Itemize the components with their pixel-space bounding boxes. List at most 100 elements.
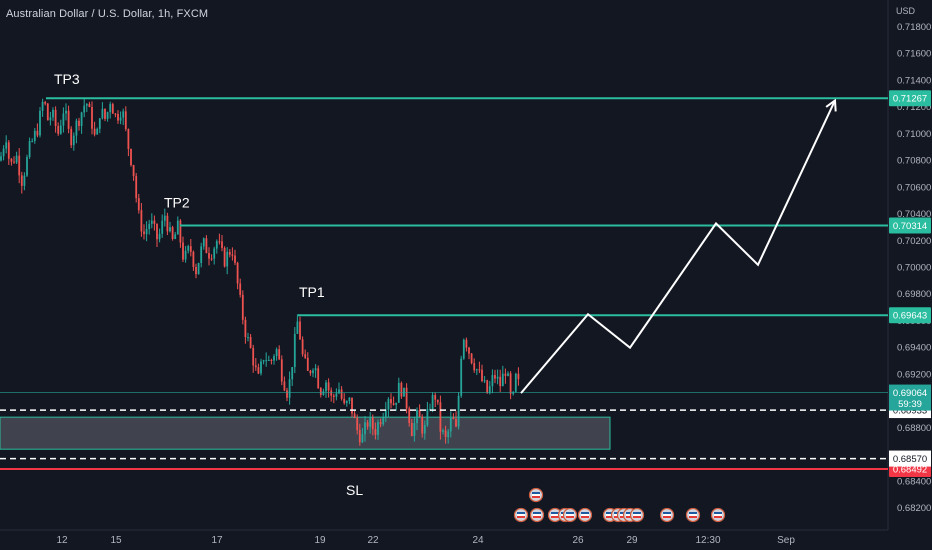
candle-body[interactable] [213,248,216,259]
candle-body[interactable] [436,399,439,403]
candle-body[interactable] [491,375,494,387]
symbol-title[interactable]: Australian Dollar / U.S. Dollar, 1h, FXC… [6,8,209,20]
candle-body[interactable] [176,220,179,235]
candle-body[interactable] [150,220,153,224]
candle-body[interactable] [449,417,452,432]
event-flag-icon[interactable] [577,507,593,523]
candle-body[interactable] [257,367,260,374]
candle-body[interactable] [270,359,273,361]
candle-body[interactable] [41,101,44,111]
candle-body[interactable] [187,246,190,251]
candle-body[interactable] [286,390,288,398]
candle-body[interactable] [434,394,437,400]
candle-body[interactable] [119,117,122,121]
candle-body[interactable] [132,165,135,177]
event-flag-icon[interactable] [528,487,544,503]
event-flag-icon[interactable] [685,507,701,523]
candle-body[interactable] [111,104,114,114]
projection-path[interactable] [520,100,836,394]
candle-body[interactable] [265,360,268,362]
candle-body[interactable] [252,347,255,366]
candle-body[interactable] [416,409,418,424]
candle-body[interactable] [31,140,34,142]
candle-body[interactable] [306,357,309,371]
candle-body[interactable] [267,359,270,361]
candle-body[interactable] [483,380,486,382]
candle-body[interactable] [75,120,78,136]
candle-body[interactable] [319,388,322,395]
candle-body[interactable] [33,130,36,141]
candle-body[interactable] [59,125,62,134]
candle-body[interactable] [421,416,424,434]
candle-body[interactable] [210,258,213,260]
candle-body[interactable] [85,104,88,106]
candle-body[interactable] [465,339,468,348]
candle-body[interactable] [124,111,127,130]
candle-body[interactable] [28,141,31,158]
candle-body[interactable] [254,365,257,368]
candle-body[interactable] [455,419,457,427]
candle-body[interactable] [470,353,473,364]
candle-body[interactable] [54,109,57,126]
event-flag-icon[interactable] [529,507,545,523]
candle-body[interactable] [182,242,184,260]
event-flag-icon[interactable] [629,507,645,523]
candle-body[interactable] [202,238,205,247]
candle-body[interactable] [72,135,75,146]
candle-body[interactable] [36,130,39,136]
candle-body[interactable] [452,417,455,420]
candle-body[interactable] [239,283,242,295]
candle-body[interactable] [244,319,247,338]
candle-body[interactable] [280,359,283,382]
candle-body[interactable] [514,373,517,392]
candle-body[interactable] [348,397,351,402]
candle-body[interactable] [78,120,80,126]
candle-body[interactable] [174,234,177,240]
candle-body[interactable] [494,375,496,379]
candle-body[interactable] [301,339,304,355]
candle-body[interactable] [179,220,182,243]
candle-body[interactable] [221,241,223,248]
candle-body[interactable] [351,397,353,414]
candle-body[interactable] [226,251,229,267]
candle-body[interactable] [83,105,86,113]
candle-body[interactable] [478,369,481,371]
candle-body[interactable] [130,149,132,166]
candle-body[interactable] [509,373,512,394]
event-flag-icon[interactable] [562,507,578,523]
candle-body[interactable] [369,417,372,427]
candle-body[interactable] [192,251,195,267]
candle-body[interactable] [231,254,234,256]
candle-body[interactable] [325,382,327,392]
candle-body[interactable] [223,247,226,267]
candle-body[interactable] [44,101,47,104]
candle-body[interactable] [395,402,398,405]
candle-body[interactable] [80,112,83,126]
candle-body[interactable] [247,337,249,339]
candle-body[interactable] [296,321,299,334]
candle-body[interactable] [387,399,390,410]
candle-body[interactable] [293,333,296,368]
candle-body[interactable] [382,417,385,425]
candle-body[interactable] [273,356,275,361]
candle-body[interactable] [304,354,307,358]
candle-body[interactable] [23,175,26,186]
candle-body[interactable] [335,393,338,397]
candle-body[interactable] [504,373,507,376]
candle-body[interactable] [423,425,426,434]
candle-body[interactable] [158,233,161,240]
candle-body[interactable] [309,370,312,374]
candle-body[interactable] [291,367,294,380]
candle-body[interactable] [400,382,403,397]
candle-body[interactable] [109,104,112,113]
candle-body[interactable] [234,255,236,263]
candle-body[interactable] [299,321,301,340]
candle-body[interactable] [278,349,281,360]
candle-body[interactable] [501,373,504,387]
candle-body[interactable] [96,128,99,135]
candle-body[interactable] [127,129,130,150]
candle-body[interactable] [197,262,200,275]
candle-body[interactable] [200,246,203,263]
candle-body[interactable] [0,156,2,161]
